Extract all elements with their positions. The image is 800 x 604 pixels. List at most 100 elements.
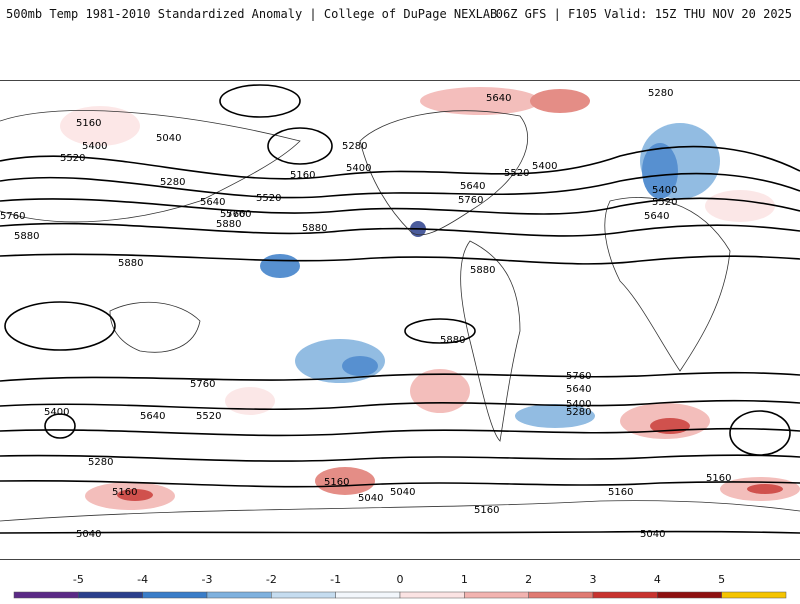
contour-line: [0, 530, 800, 534]
map-canvas: 5160 5040 5400 5520 5280 5640 5760 5880 …: [0, 84, 800, 540]
colorbar-label: 3: [589, 573, 597, 586]
australia-outline: [109, 301, 201, 353]
contour-label: 5520: [60, 153, 85, 164]
colorbar-label: -4: [137, 573, 149, 586]
contour-label: 5760: [220, 209, 245, 220]
anomaly-cold: [515, 404, 595, 428]
anomaly-warm: [705, 190, 775, 222]
africa-outline: [604, 197, 731, 372]
contour-label: 5640: [140, 411, 165, 422]
contour-label: 5760: [566, 371, 591, 382]
contour-label: 5880: [470, 265, 495, 276]
colorbar-label: -3: [201, 573, 213, 586]
anomaly-cold: [642, 143, 678, 199]
contour-line: [0, 454, 800, 462]
contour-label: 5040: [358, 493, 383, 504]
contour-line: [0, 253, 800, 265]
contour-label: 5880: [302, 223, 327, 234]
colorbar-bin: [592, 591, 658, 599]
contour-label: 5640: [566, 384, 591, 395]
contour-label: 5760: [0, 211, 25, 222]
anomaly-warm: [410, 369, 470, 413]
contour-closed: [4, 301, 116, 351]
anomaly-warm: [420, 87, 540, 115]
contour-label: 5400: [566, 399, 591, 410]
map-panel: 5160 5040 5400 5520 5280 5640 5760 5880 …: [0, 80, 800, 560]
anomaly-warm: [60, 106, 140, 146]
colorbar-bin: [142, 591, 208, 599]
contour-label: 5160: [76, 118, 101, 129]
contour-line: [0, 222, 800, 237]
contour-closed: [404, 318, 476, 344]
colorbar-label: 2: [525, 573, 533, 586]
colorbar-bin: [13, 591, 79, 599]
anomaly-shading: [60, 87, 800, 510]
contour-closed: [44, 413, 76, 439]
north-america-outline: [359, 110, 529, 236]
contour-label: 5760: [458, 195, 483, 206]
contour-label: 5040: [640, 529, 665, 540]
colorbar: -5 -4 -3 -2 -1 0 1 2 3 4 5: [0, 568, 800, 600]
colorbar-label: 4: [653, 573, 661, 586]
colorbar-bin: [206, 591, 272, 599]
colorbar-bin: [528, 591, 594, 599]
height-contours: [0, 84, 800, 534]
contour-label: 5280: [88, 457, 113, 468]
contour-line: [0, 145, 800, 180]
contour-label: 5520: [196, 411, 221, 422]
contour-label: 5160: [706, 473, 731, 484]
contour-label: 5880: [118, 258, 143, 269]
contour-line: [0, 371, 800, 382]
colorbar-bin: [721, 591, 787, 599]
contour-label: 5640: [460, 181, 485, 192]
contour-line: [0, 427, 800, 437]
anomaly-warm: [117, 489, 153, 501]
map-title: 500mb Temp 1981-2010 Standardized Anomal…: [6, 7, 498, 21]
contour-line: [0, 399, 800, 411]
contour-label: 5880: [216, 219, 241, 230]
anomaly-warm: [530, 89, 590, 113]
contour-label: 5160: [290, 170, 315, 181]
antarctica-outline: [0, 500, 800, 522]
contour-labels: 5160 5040 5400 5520 5280 5640 5760 5880 …: [0, 88, 731, 540]
anomaly-cold: [342, 356, 378, 376]
contour-label: 5400: [44, 407, 69, 418]
contour-label: 5880: [440, 335, 465, 346]
contour-label: 5040: [76, 529, 101, 540]
contour-line: [0, 479, 800, 488]
asia-outline: [0, 110, 301, 223]
colorbar-label: 1: [460, 573, 468, 586]
anomaly-warm: [747, 484, 783, 494]
contour-closed: [219, 84, 301, 118]
contour-label: 5400: [82, 141, 107, 152]
contour-label: 5040: [390, 487, 415, 498]
contour-label: 5760: [190, 379, 215, 390]
contour-label: 5400: [652, 185, 677, 196]
contour-closed: [729, 410, 791, 456]
colorbar-label: -2: [265, 573, 277, 586]
colorbar-bin: [657, 591, 722, 599]
contour-label: 5640: [200, 197, 225, 208]
contour-label: 5160: [474, 505, 499, 516]
contour-label: 5280: [342, 141, 367, 152]
anomaly-warm: [225, 387, 275, 415]
colorbar-bin: [271, 591, 336, 599]
colorbar-bin: [335, 591, 401, 599]
contour-label: 5160: [608, 487, 633, 498]
colorbar-bin: [78, 591, 143, 599]
colorbar-label: -5: [72, 573, 84, 586]
run-info: 06Z GFS | F105 Valid: 15Z THU NOV 20 202…: [495, 7, 792, 21]
contour-label: 5520: [504, 168, 529, 179]
contour-label: 5640: [644, 211, 669, 222]
contour-label: 5040: [156, 133, 181, 144]
colorbar-bin: [464, 591, 529, 599]
contour-label: 5400: [532, 161, 557, 172]
colorbar-bin: [399, 591, 465, 599]
contour-label: 5160: [112, 487, 137, 498]
colorbar-label: -1: [330, 573, 342, 586]
contour-label: 5520: [652, 197, 677, 208]
contour-label: 5520: [256, 193, 281, 204]
south-america-outline: [460, 240, 521, 442]
contour-line: [0, 172, 800, 199]
title-bar: 500mb Temp 1981-2010 Standardized Anomal…: [0, 0, 800, 30]
